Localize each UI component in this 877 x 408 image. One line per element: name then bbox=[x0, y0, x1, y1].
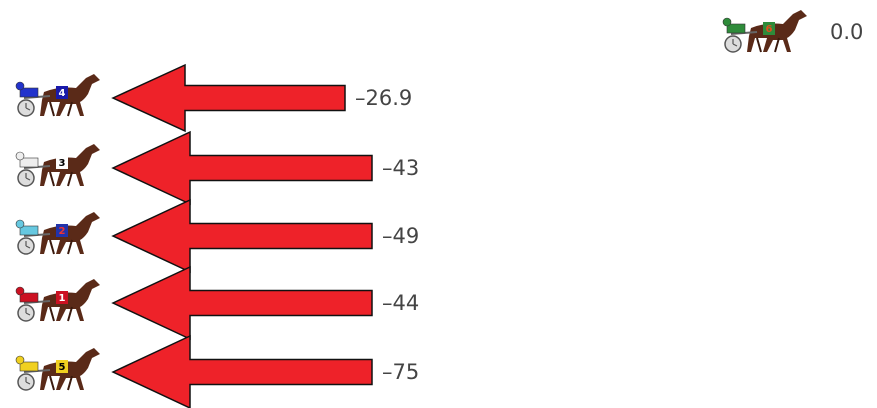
gap-value: –75 bbox=[382, 360, 419, 384]
horse-icon: 1 bbox=[16, 279, 100, 321]
driver-helmet bbox=[723, 18, 731, 26]
arrow bbox=[113, 200, 372, 272]
driver-body bbox=[20, 226, 38, 235]
gap-value: –43 bbox=[382, 156, 419, 180]
driver-body bbox=[727, 24, 745, 33]
horse-number: 5 bbox=[59, 362, 66, 373]
gap-value: –26.9 bbox=[355, 86, 412, 110]
driver-helmet bbox=[16, 82, 24, 90]
horse-number: 2 bbox=[59, 226, 66, 237]
driver-body bbox=[20, 362, 38, 371]
horse-icon: 2 bbox=[16, 212, 100, 254]
gap-value: –44 bbox=[382, 291, 419, 315]
driver-helmet bbox=[16, 356, 24, 364]
horse-number: 6 bbox=[766, 24, 773, 35]
driver-helmet bbox=[16, 220, 24, 228]
driver-helmet bbox=[16, 287, 24, 295]
horse-icon: 4 bbox=[16, 74, 100, 116]
driver-helmet bbox=[16, 152, 24, 160]
arrow bbox=[113, 267, 372, 339]
horse-icon: 3 bbox=[16, 144, 100, 186]
screen: 6 0.0 4 –26.9 3 –43 2 –49 1 –44 5 –75 bbox=[0, 0, 877, 408]
leader-value: 0.0 bbox=[830, 20, 863, 44]
horse-icon: 5 bbox=[16, 348, 100, 390]
gap-value: –49 bbox=[382, 224, 419, 248]
horse-number: 3 bbox=[59, 158, 66, 169]
horse-number: 1 bbox=[59, 293, 66, 304]
arrow bbox=[113, 65, 345, 131]
arrow bbox=[113, 336, 372, 408]
driver-body bbox=[20, 88, 38, 97]
arrow bbox=[113, 132, 372, 204]
horse-icon: 6 bbox=[723, 10, 807, 52]
horse-number: 4 bbox=[59, 88, 66, 99]
driver-body bbox=[20, 158, 38, 167]
driver-body bbox=[20, 293, 38, 302]
